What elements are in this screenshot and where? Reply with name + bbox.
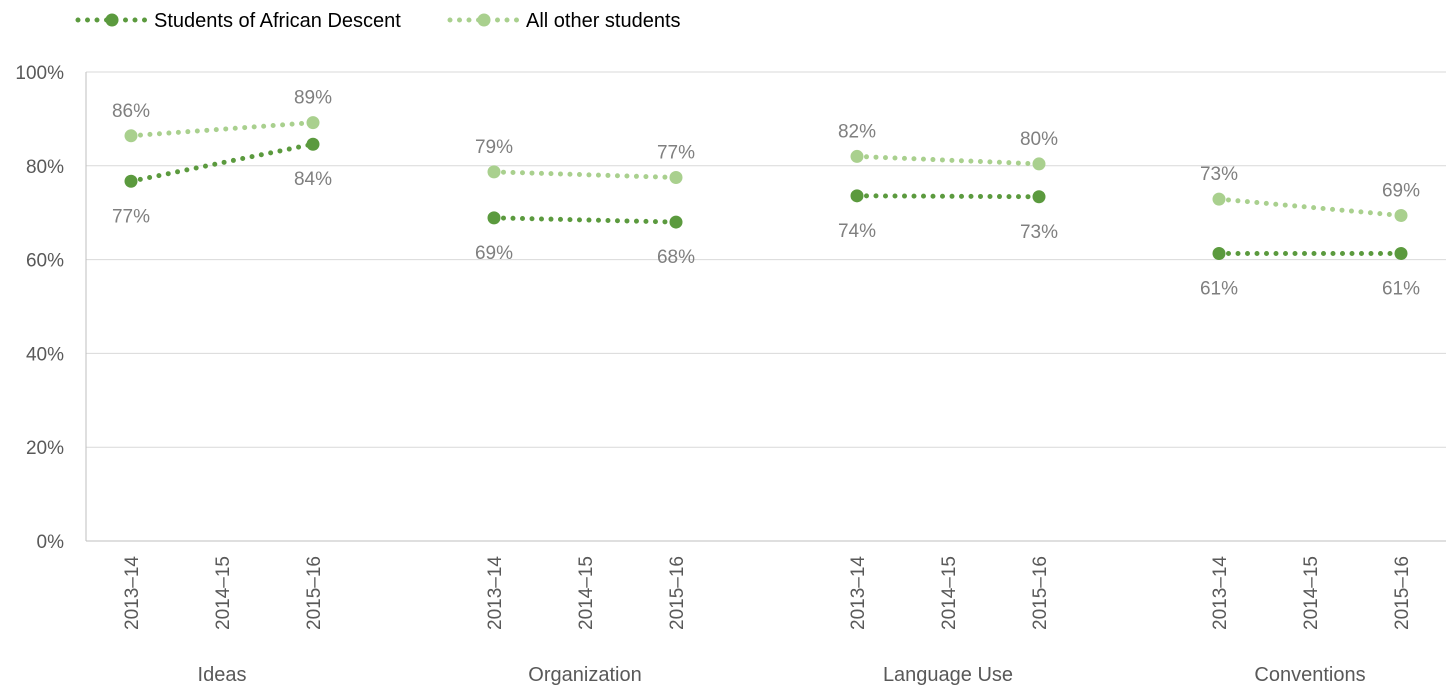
x-tick-label: 2014–15	[939, 556, 960, 630]
x-tick-label: 2015–16	[1030, 556, 1051, 630]
data-label: 86%	[112, 101, 150, 122]
gridlines	[86, 71, 1446, 542]
plot-area: 77% 84% 69% 68% 74% 73% 61% 61% 86% 89% 79% 77% 82% 8…	[112, 88, 1420, 300]
data-point	[1394, 209, 1408, 223]
y-tick-label: 40%	[26, 344, 64, 365]
legend-marker-all-other	[477, 13, 491, 27]
data-point	[850, 189, 864, 203]
legend-item-african-descent: Students of African Descent	[75, 10, 401, 32]
x-tick-label: 2015–16	[304, 556, 325, 630]
series-line	[128, 120, 316, 139]
data-point	[487, 165, 501, 179]
x-tick-label: 2013–14	[1210, 556, 1231, 630]
y-tick-label: 0%	[37, 532, 65, 553]
data-label: 82%	[838, 121, 876, 142]
legend-label-african-descent: Students of African Descent	[154, 10, 401, 32]
data-point	[306, 116, 320, 130]
data-point	[124, 174, 138, 188]
data-point	[1212, 192, 1226, 206]
series-line	[491, 215, 679, 225]
category-label: Language Use	[883, 664, 1013, 686]
series-line	[491, 169, 679, 181]
data-label: 77%	[657, 143, 695, 164]
x-tick-label: 2014–15	[1301, 556, 1322, 630]
data-point	[1394, 247, 1408, 261]
data-label: 61%	[1200, 279, 1238, 300]
legend-marker-african-descent	[105, 13, 119, 27]
data-label: 77%	[112, 206, 150, 227]
data-label: 69%	[475, 243, 513, 264]
x-tick-label: 2015–16	[1392, 556, 1413, 630]
category-label: Conventions	[1254, 664, 1365, 686]
data-label: 89%	[294, 88, 332, 109]
data-point	[850, 149, 864, 163]
data-label: 68%	[657, 247, 695, 268]
data-point	[669, 171, 683, 185]
x-tick-label: 2013–14	[848, 556, 869, 630]
data-point	[124, 129, 138, 143]
data-point	[1032, 157, 1046, 171]
data-point	[1212, 247, 1226, 261]
x-tick-label: 2014–15	[576, 556, 597, 630]
y-tick-label: 60%	[26, 251, 64, 272]
category-label: Organization	[528, 664, 641, 686]
x-tick-label: 2015–16	[667, 556, 688, 630]
legend-item-all-other: All other students	[447, 10, 681, 32]
y-tick-label: 20%	[26, 438, 64, 459]
data-label: 84%	[294, 169, 332, 190]
y-tick-label: 80%	[26, 157, 64, 178]
data-label: 73%	[1200, 164, 1238, 185]
y-axis: 0% 20% 40% 60% 80% 100%	[15, 63, 87, 553]
x-axis: 2013–14 2014–15 2015–16 Ideas 2013–14 2014–15…	[122, 556, 1413, 686]
x-tick-label: 2013–14	[122, 556, 143, 630]
series-line	[1216, 196, 1404, 219]
data-point	[1032, 190, 1046, 204]
data-label: 73%	[1020, 222, 1058, 243]
series-line	[854, 193, 1042, 200]
category-label: Ideas	[198, 664, 247, 686]
data-label: 74%	[838, 221, 876, 242]
y-tick-label: 100%	[15, 63, 64, 84]
legend-label-all-other: All other students	[526, 10, 681, 32]
data-point	[306, 137, 320, 151]
x-tick-label: 2014–15	[213, 556, 234, 630]
data-label: 61%	[1382, 279, 1420, 300]
legend: Students of African Descent All other st…	[75, 10, 681, 32]
x-tick-label: 2013–14	[485, 556, 506, 630]
data-label: 69%	[1382, 181, 1420, 202]
data-label: 79%	[475, 137, 513, 158]
data-point	[487, 211, 501, 225]
series-line	[128, 141, 316, 184]
data-point	[669, 215, 683, 229]
data-label: 80%	[1020, 129, 1058, 150]
series-line	[854, 153, 1042, 167]
